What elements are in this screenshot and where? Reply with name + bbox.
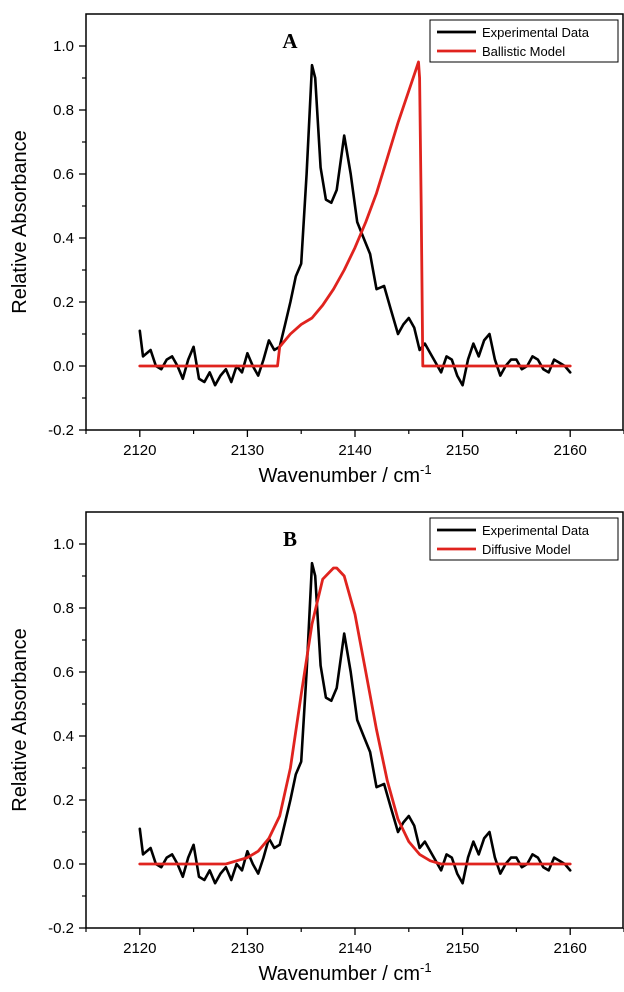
x-axis-label: Wavenumber / cm-1 <box>258 462 431 487</box>
series-line-diffusive-model <box>138 566 572 866</box>
legend-box <box>429 19 619 63</box>
y-tick-label: 0.6 <box>53 664 74 681</box>
legend: Experimental Data Diffusive Model <box>429 517 619 561</box>
y-tick-label: -0.2 <box>48 422 74 439</box>
y-tick-label: 0.8 <box>53 600 74 617</box>
x-tick-label: 2160 <box>554 940 587 957</box>
y-tick-label: 0.0 <box>53 358 74 375</box>
chart-panel-b: 2120 2130 2140 2150 2160 -0.2 0.0 0.2 0.4 0.6 0.8 1… <box>9 511 624 985</box>
y-axis-label: Relative Absorbance <box>9 130 31 313</box>
x-tick-label: 2130 <box>231 940 264 957</box>
y-tick-label: -0.2 <box>48 920 74 937</box>
x-axis-label-superscript: -1 <box>420 960 432 975</box>
x-tick-label: 2130 <box>231 442 264 459</box>
legend-entry: Ballistic Model <box>482 44 565 59</box>
y-tick-label: 0.4 <box>53 230 74 247</box>
y-axis-label: Relative Absorbance <box>9 628 31 811</box>
panel-label: B <box>283 527 297 551</box>
series-line-experimental-data <box>138 561 572 885</box>
panel-label: A <box>282 29 298 53</box>
x-tick-label: 2140 <box>338 940 371 957</box>
y-tick-label: 0.6 <box>53 166 74 183</box>
chart-panel-a: 2120 2130 2140 2150 2160 -0.2 0.0 0.2 0.4 0.6 0.8 1… <box>9 13 624 487</box>
legend-entry: Diffusive Model <box>482 542 571 557</box>
y-tick-label: 1.0 <box>53 536 74 553</box>
legend-entry: Experimental Data <box>482 523 590 538</box>
series-line-ballistic-model <box>138 60 572 368</box>
y-tick-label: 0.0 <box>53 856 74 873</box>
x-axis-label-superscript: -1 <box>420 462 432 477</box>
legend-entry: Experimental Data <box>482 25 590 40</box>
x-tick-label: 2150 <box>446 940 479 957</box>
x-tick-label: 2140 <box>338 442 371 459</box>
y-tick-label: 0.8 <box>53 102 74 119</box>
x-tick-label: 2120 <box>123 442 156 459</box>
y-tick-label: 0.4 <box>53 728 74 745</box>
y-tick-label: 1.0 <box>53 38 74 55</box>
x-tick-label: 2150 <box>446 442 479 459</box>
x-axis-label: Wavenumber / cm-1 <box>258 960 431 985</box>
y-tick-label: 0.2 <box>53 792 74 809</box>
series-line-experimental-data <box>138 63 572 387</box>
legend-box <box>429 517 619 561</box>
legend: Experimental Data Ballistic Model <box>429 19 619 63</box>
x-tick-label: 2120 <box>123 940 156 957</box>
x-tick-label: 2160 <box>554 442 587 459</box>
y-tick-label: 0.2 <box>53 294 74 311</box>
